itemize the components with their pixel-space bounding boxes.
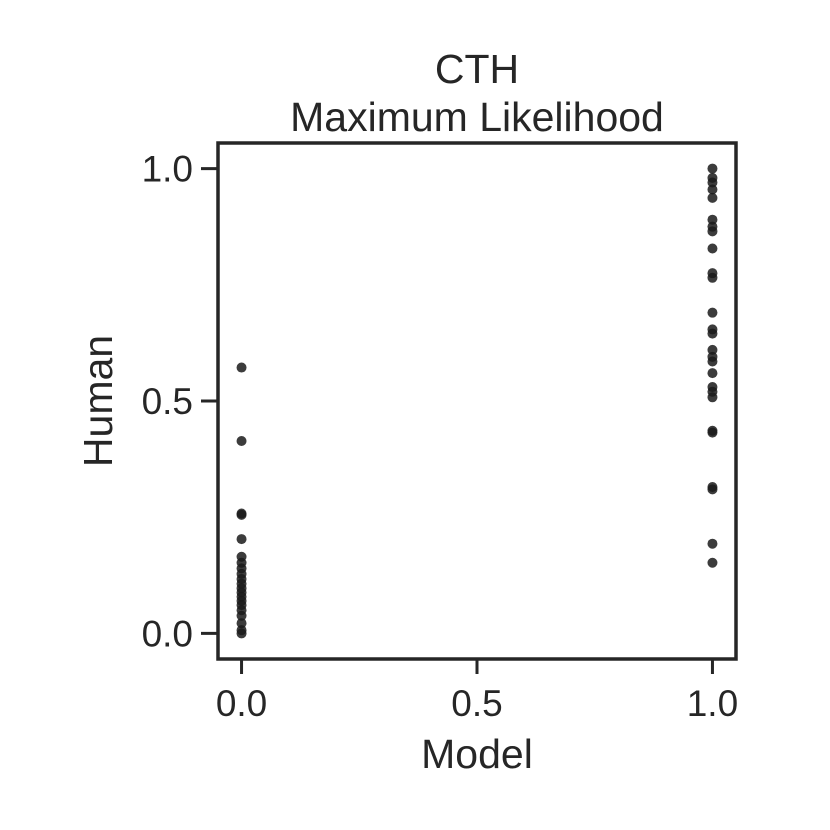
data-point: [707, 307, 718, 318]
data-point: [236, 628, 247, 639]
data-point: [707, 427, 718, 438]
x-tick-label: 1.0: [687, 683, 738, 724]
x-tick-label: 0.5: [451, 683, 502, 724]
data-point: [707, 163, 718, 174]
y-axis-label: Human: [75, 335, 121, 467]
plot-frame: [216, 141, 738, 661]
x-tick-label: 0.0: [216, 683, 267, 724]
data-point: [236, 509, 247, 520]
data-point: [236, 610, 247, 621]
data-point: [707, 328, 718, 339]
y-tick-label: 0.0: [142, 613, 193, 654]
data-point: [707, 484, 718, 495]
data-point: [707, 192, 718, 203]
data-point: [707, 368, 718, 379]
y-tick-label: 1.0: [142, 149, 193, 190]
chart-title: CTH: [435, 46, 519, 92]
data-point: [236, 618, 247, 629]
data-point: [707, 344, 718, 355]
data-point: [707, 356, 718, 367]
data-point: [707, 177, 718, 188]
data-point: [707, 557, 718, 568]
x-axis-ticks: 0.0 0.5 1.0: [216, 659, 738, 724]
data-point: [236, 362, 247, 373]
data-point: [707, 184, 718, 195]
data-point: [707, 243, 718, 254]
data-point: [236, 534, 247, 545]
y-tick-label: 0.5: [142, 381, 193, 422]
data-point: [707, 214, 718, 225]
data-point: [707, 226, 718, 237]
data-points: [236, 163, 718, 639]
x-axis-label: Model: [421, 731, 533, 777]
chart-subtitle: Maximum Likelihood: [290, 94, 664, 140]
y-axis-ticks: 0.0 0.5 1.0: [142, 149, 218, 654]
data-point: [707, 538, 718, 549]
data-point: [707, 272, 718, 283]
data-point: [236, 435, 247, 446]
data-point: [707, 392, 718, 403]
